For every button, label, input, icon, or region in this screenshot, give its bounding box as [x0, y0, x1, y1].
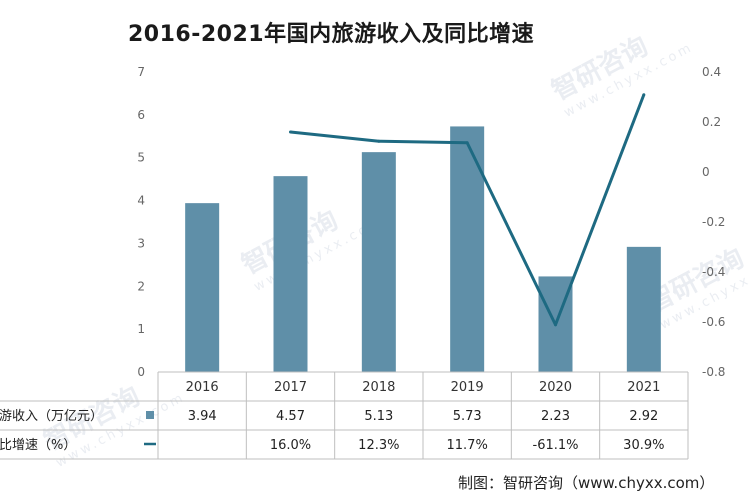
table-cell-growth: 16.0% — [270, 438, 311, 453]
bar — [450, 126, 485, 372]
y-right-tick-label: -0.2 — [702, 215, 725, 229]
table-cell-revenue: 2.92 — [629, 409, 658, 424]
x-tick-label: 2018 — [362, 380, 395, 395]
table-cell-growth: -61.1% — [533, 438, 579, 453]
x-tick-label: 2020 — [539, 380, 572, 395]
y-left-tick-label: 7 — [137, 65, 145, 79]
y-right-tick-label: 0.2 — [702, 115, 721, 129]
y-left-tick-label: 0 — [137, 365, 145, 379]
y-left-tick-label: 3 — [137, 236, 145, 250]
x-tick-label: 2016 — [186, 380, 219, 395]
table-cell-revenue: 2.23 — [541, 409, 570, 424]
table-row-label: 同比增速（%） — [0, 438, 76, 453]
y-left-tick-label: 2 — [137, 279, 145, 293]
y-left-tick-label: 6 — [137, 108, 145, 122]
table-cell-revenue: 5.13 — [364, 409, 393, 424]
line-point — [642, 93, 646, 97]
y-left-tick-label: 1 — [137, 322, 145, 336]
chart-title: 2016-2021年国内旅游收入及同比增速 — [128, 22, 535, 47]
x-tick-label: 2019 — [451, 380, 484, 395]
table-cell-growth: 12.3% — [358, 438, 399, 453]
table-cell-revenue: 3.94 — [188, 409, 217, 424]
y-right-tick-label: -0.6 — [702, 315, 725, 329]
y-left-tick-label: 5 — [137, 151, 145, 165]
y-right-tick-label: -0.4 — [702, 265, 725, 279]
y-right-tick-label: 0.4 — [702, 65, 721, 79]
line-point — [465, 141, 469, 145]
y-left-tick-label: 4 — [137, 194, 145, 208]
line-point — [289, 130, 292, 134]
bar — [626, 246, 661, 372]
table-cell-growth: 11.7% — [447, 438, 488, 453]
table-cell-growth: 30.9% — [623, 438, 664, 453]
y-right-tick-label: 0 — [702, 165, 710, 179]
bar — [361, 152, 396, 372]
chart-credit: 制图：智研咨询（www.chyxx.com） — [458, 474, 715, 492]
legend-swatch-bar — [146, 411, 154, 419]
line-point — [554, 323, 557, 327]
x-tick-label: 2021 — [627, 380, 660, 395]
x-tick-label: 2017 — [274, 380, 307, 395]
bar — [185, 203, 220, 372]
y-right-tick-label: -0.8 — [702, 365, 725, 379]
line-point — [377, 139, 381, 143]
table-row-label: 旅游收入（万亿元） — [0, 409, 103, 424]
bar — [273, 176, 308, 372]
table-cell-revenue: 5.73 — [453, 409, 482, 424]
table-cell-revenue: 4.57 — [276, 409, 305, 424]
